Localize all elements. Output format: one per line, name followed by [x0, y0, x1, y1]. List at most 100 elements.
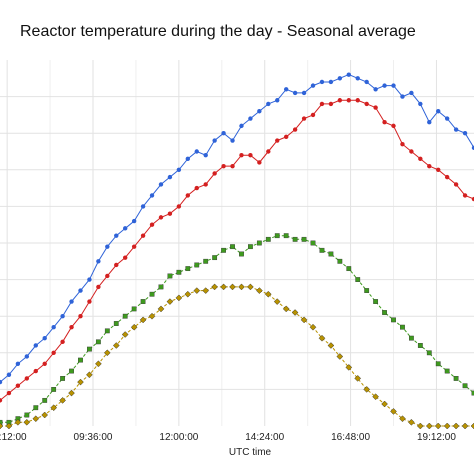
- series-line: [0, 74, 474, 383]
- data-point: [185, 193, 191, 198]
- data-point: [363, 386, 371, 393]
- data-point: [346, 72, 351, 77]
- data-point: [436, 167, 441, 172]
- data-point: [230, 244, 235, 250]
- data-point: [391, 83, 396, 88]
- series-4: [0, 283, 474, 430]
- data-point: [24, 412, 30, 418]
- data-point: [95, 360, 102, 368]
- data-point: [266, 101, 271, 107]
- data-point: [292, 127, 298, 132]
- data-point: [139, 316, 147, 324]
- data-point: [275, 138, 280, 143]
- data-point: [462, 193, 468, 198]
- data-point: [390, 408, 397, 415]
- data-point: [444, 368, 450, 374]
- data-point: [230, 163, 235, 169]
- data-point: [203, 152, 208, 158]
- data-point: [221, 131, 226, 136]
- data-point: [194, 185, 199, 191]
- data-point: [212, 171, 217, 176]
- data-point: [266, 149, 271, 154]
- data-point: [318, 334, 326, 342]
- x-axis-ticks: 07:12:00 09:36:00 12:00:00 14:24:00 16:48:00…: [0, 432, 456, 443]
- data-point: [418, 156, 423, 162]
- series-1: [0, 72, 474, 385]
- data-point: [105, 244, 110, 249]
- data-point: [33, 368, 38, 374]
- data-point: [158, 182, 164, 187]
- data-point: [337, 98, 343, 103]
- data-point: [23, 418, 31, 426]
- data-point: [417, 343, 423, 348]
- data-point: [176, 204, 182, 209]
- data-point: [42, 397, 48, 403]
- data-point: [122, 313, 128, 319]
- data-point: [114, 262, 119, 268]
- data-point: [408, 418, 415, 426]
- data-point: [60, 339, 65, 345]
- data-point: [96, 284, 101, 290]
- data-point: [382, 120, 387, 125]
- data-point: [248, 116, 253, 121]
- data-point: [425, 422, 433, 430]
- data-point: [453, 182, 459, 187]
- data-point: [203, 258, 209, 264]
- data-point: [112, 342, 120, 349]
- data-point: [382, 310, 387, 315]
- data-point: [42, 335, 47, 341]
- data-point: [24, 376, 30, 381]
- x-tick-label: 16:48:00: [331, 432, 370, 443]
- data-point: [123, 255, 128, 260]
- data-point: [131, 306, 137, 312]
- data-point: [336, 353, 344, 360]
- data-point: [113, 321, 119, 326]
- data-point: [41, 411, 49, 419]
- data-point: [400, 141, 405, 147]
- data-point: [140, 299, 146, 304]
- data-point: [427, 120, 432, 125]
- data-point: [292, 236, 298, 242]
- data-point: [95, 339, 101, 345]
- data-point: [33, 405, 39, 411]
- data-point: [87, 299, 92, 304]
- data-point: [69, 368, 74, 374]
- data-point: [114, 233, 119, 238]
- data-point: [283, 87, 289, 92]
- data-point: [434, 422, 442, 430]
- data-point: [0, 379, 3, 385]
- data-point: [319, 101, 325, 107]
- data-point: [167, 211, 173, 216]
- data-point: [400, 94, 405, 99]
- data-point: [345, 364, 353, 371]
- x-tick-label: 07:12:00: [0, 432, 27, 443]
- data-point: [60, 314, 65, 319]
- data-point: [14, 418, 22, 426]
- data-point: [148, 312, 156, 320]
- data-point: [416, 422, 424, 430]
- chart-title: Reactor temperature during the day - Sea…: [20, 23, 416, 40]
- data-point: [310, 83, 316, 88]
- data-point: [167, 174, 173, 180]
- data-point: [87, 346, 92, 352]
- data-point: [264, 290, 272, 298]
- data-point: [239, 152, 244, 158]
- data-point: [194, 262, 200, 268]
- data-point: [185, 156, 191, 162]
- data-point: [391, 317, 396, 323]
- data-point: [50, 404, 58, 412]
- series-layer: [0, 72, 474, 430]
- data-point: [202, 287, 210, 294]
- data-point: [86, 371, 93, 379]
- data-point: [301, 116, 307, 121]
- data-point: [373, 299, 379, 304]
- data-point: [149, 193, 155, 198]
- data-point: [78, 314, 83, 319]
- data-point: [409, 90, 414, 96]
- data-point: [33, 343, 38, 348]
- data-point: [461, 422, 469, 430]
- data-point: [319, 247, 325, 253]
- data-point: [283, 233, 289, 239]
- data-point: [310, 240, 316, 246]
